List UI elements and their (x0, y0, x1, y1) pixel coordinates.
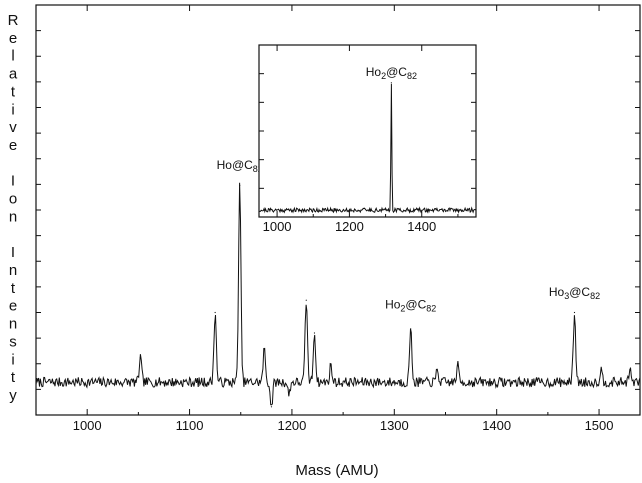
main-peak-point (214, 311, 216, 314)
inset-peak-point (390, 82, 392, 84)
y-axis-label-char: y (9, 387, 17, 404)
x-axis-label: Mass (AMU) (295, 462, 378, 479)
y-axis-label-char: I (11, 173, 15, 190)
inset-plot: 1000 1200 1400 Ho2@C82 (258, 44, 477, 234)
main-x-tick-label: 1400 (482, 418, 511, 433)
inset-peak-annotation: Ho2@C82 (366, 65, 417, 81)
y-axis-label-char: v (9, 119, 17, 136)
y-axis-label-char: n (9, 262, 17, 279)
main-peak-annotation: Ho@C82 (217, 158, 263, 174)
main-peak-point (313, 332, 316, 334)
y-axis-label-char: i (11, 351, 14, 368)
y-axis-label-char: e (9, 30, 17, 47)
y-axis-label-char: I (11, 244, 15, 261)
main-x-tick-label: 1200 (277, 418, 306, 433)
y-axis-label-char: i (11, 101, 14, 118)
main-peak-point (457, 365, 459, 367)
main-series-line (35, 182, 641, 406)
y-axis-label-char: s (9, 333, 17, 350)
inset-series-line (258, 83, 477, 214)
y-axis-label-char: e (9, 137, 17, 154)
main-peak-point (270, 406, 273, 408)
main-x-tick-label: 1500 (585, 418, 614, 433)
inset-frame (258, 44, 477, 218)
main-peak-point (330, 365, 332, 367)
y-axis-label-char: a (9, 66, 18, 83)
main-peak-annotation: Ho3@C82 (549, 285, 600, 301)
main-peak-point (436, 369, 438, 371)
main-x-tick-label: 1300 (380, 418, 409, 433)
inset-x-tick-label: 1000 (263, 219, 292, 234)
y-axis-label-char: t (11, 369, 16, 386)
y-axis-label-char: R (8, 12, 19, 29)
y-axis-label-char: n (9, 208, 17, 225)
main-peak-annotation: Ho2@C82 (385, 297, 436, 313)
y-axis-label-char: e (9, 298, 17, 315)
main-peak-point (629, 369, 631, 371)
y-axis-label-char: t (11, 83, 16, 100)
main-peak-point (263, 348, 265, 350)
y-axis-label-char: t (11, 280, 16, 297)
main-peak-point (139, 357, 142, 359)
main-peak-point (410, 328, 412, 330)
main-peak-point (288, 393, 290, 396)
main-x-tick-label: 1000 (73, 418, 102, 433)
main-x-tick-label: 1100 (176, 418, 204, 433)
inset-x-tick-label: 1400 (407, 219, 436, 234)
y-axis-label-char: l (11, 48, 14, 65)
main-peak-point (305, 299, 307, 301)
main-peak-point (600, 369, 602, 371)
main-peak-point (573, 311, 576, 314)
inset-x-tick-label: 1200 (335, 219, 364, 234)
main-peak-point (239, 184, 241, 186)
y-axis-label-char: o (9, 191, 17, 208)
y-axis-label-char: n (9, 316, 17, 333)
